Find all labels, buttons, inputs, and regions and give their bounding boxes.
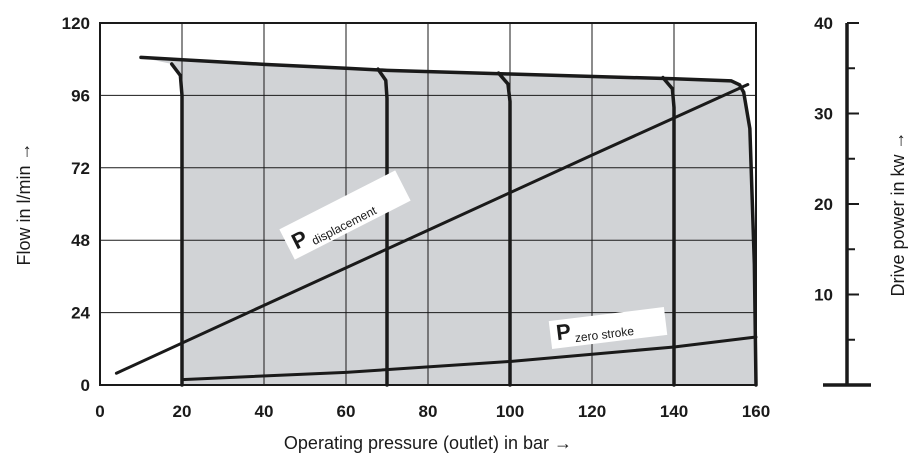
x-tick-label: 100 bbox=[496, 402, 524, 421]
y2-tick-label: 10 bbox=[814, 286, 833, 305]
plot-frame bbox=[99, 22, 757, 386]
label-main: P bbox=[555, 319, 573, 346]
y-tick-label: 48 bbox=[71, 231, 90, 250]
cutoff-curve-70 bbox=[376, 67, 389, 387]
y-axis-ticks: 0 24 48 72 96 120 bbox=[62, 14, 91, 395]
secondary-axis: 10 20 30 40 bbox=[814, 14, 871, 387]
y-tick-label: 24 bbox=[71, 304, 90, 323]
y-tick-label: 96 bbox=[71, 86, 90, 105]
x-tick-label: 120 bbox=[578, 402, 606, 421]
x-tick-label: 60 bbox=[337, 402, 356, 421]
x-tick-label: 40 bbox=[255, 402, 274, 421]
p-displacement-line bbox=[114, 83, 750, 375]
x-tick-label: 20 bbox=[173, 402, 192, 421]
y-axis-label: Flow in l/min → bbox=[14, 142, 34, 265]
y2-tick-label: 40 bbox=[814, 14, 833, 33]
x-tick-label: 160 bbox=[742, 402, 770, 421]
y-tick-label: 72 bbox=[71, 159, 90, 178]
cutoff-curve-20 bbox=[170, 62, 184, 387]
power-series bbox=[114, 83, 758, 382]
y-tick-label: 120 bbox=[62, 14, 90, 33]
y2-tick-label: 20 bbox=[814, 195, 833, 214]
cutoff-curve-140 bbox=[661, 75, 676, 387]
y2-tick-label: 30 bbox=[814, 105, 833, 124]
p-zero-stroke-line bbox=[180, 335, 758, 382]
flow-curves bbox=[139, 55, 758, 387]
label-background bbox=[548, 307, 668, 349]
label-background bbox=[279, 170, 411, 260]
y-tick-label: 0 bbox=[81, 376, 90, 395]
cutoff-curve-160 bbox=[741, 90, 758, 387]
x-tick-label: 0 bbox=[95, 402, 104, 421]
x-tick-label: 140 bbox=[660, 402, 688, 421]
flow-envelope-line bbox=[139, 55, 746, 95]
x-axis-ticks: 0 20 40 60 80 100 120 140 160 bbox=[95, 402, 770, 421]
x-axis-label: Operating pressure (outlet) in bar → bbox=[284, 433, 572, 453]
x-tick-label: 80 bbox=[419, 402, 438, 421]
cutoff-curve-100 bbox=[496, 71, 512, 387]
y2-axis-label: Drive power in kw → bbox=[888, 131, 908, 296]
